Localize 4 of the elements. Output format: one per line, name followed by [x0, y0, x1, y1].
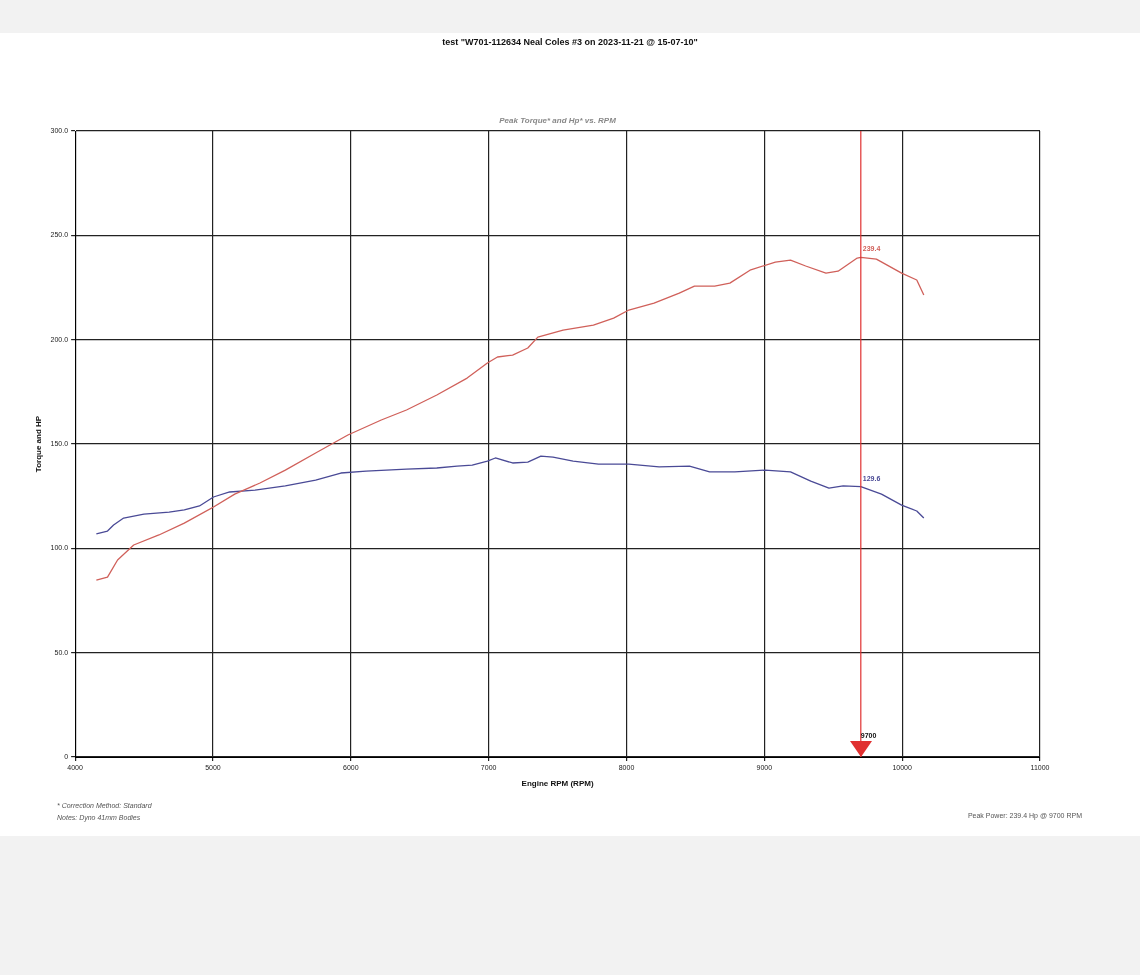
y-axis-title: Torque and HP	[34, 415, 43, 473]
x-axis-title: Engine RPM (RPM)	[521, 779, 594, 789]
chart-title: test "W701-112634 Neal Coles #3 on 2023-11-21 @ 15-07-10"	[441, 37, 699, 47]
chart-subtitle: Peak Torque* and Hp* vs. RPM	[499, 116, 617, 125]
